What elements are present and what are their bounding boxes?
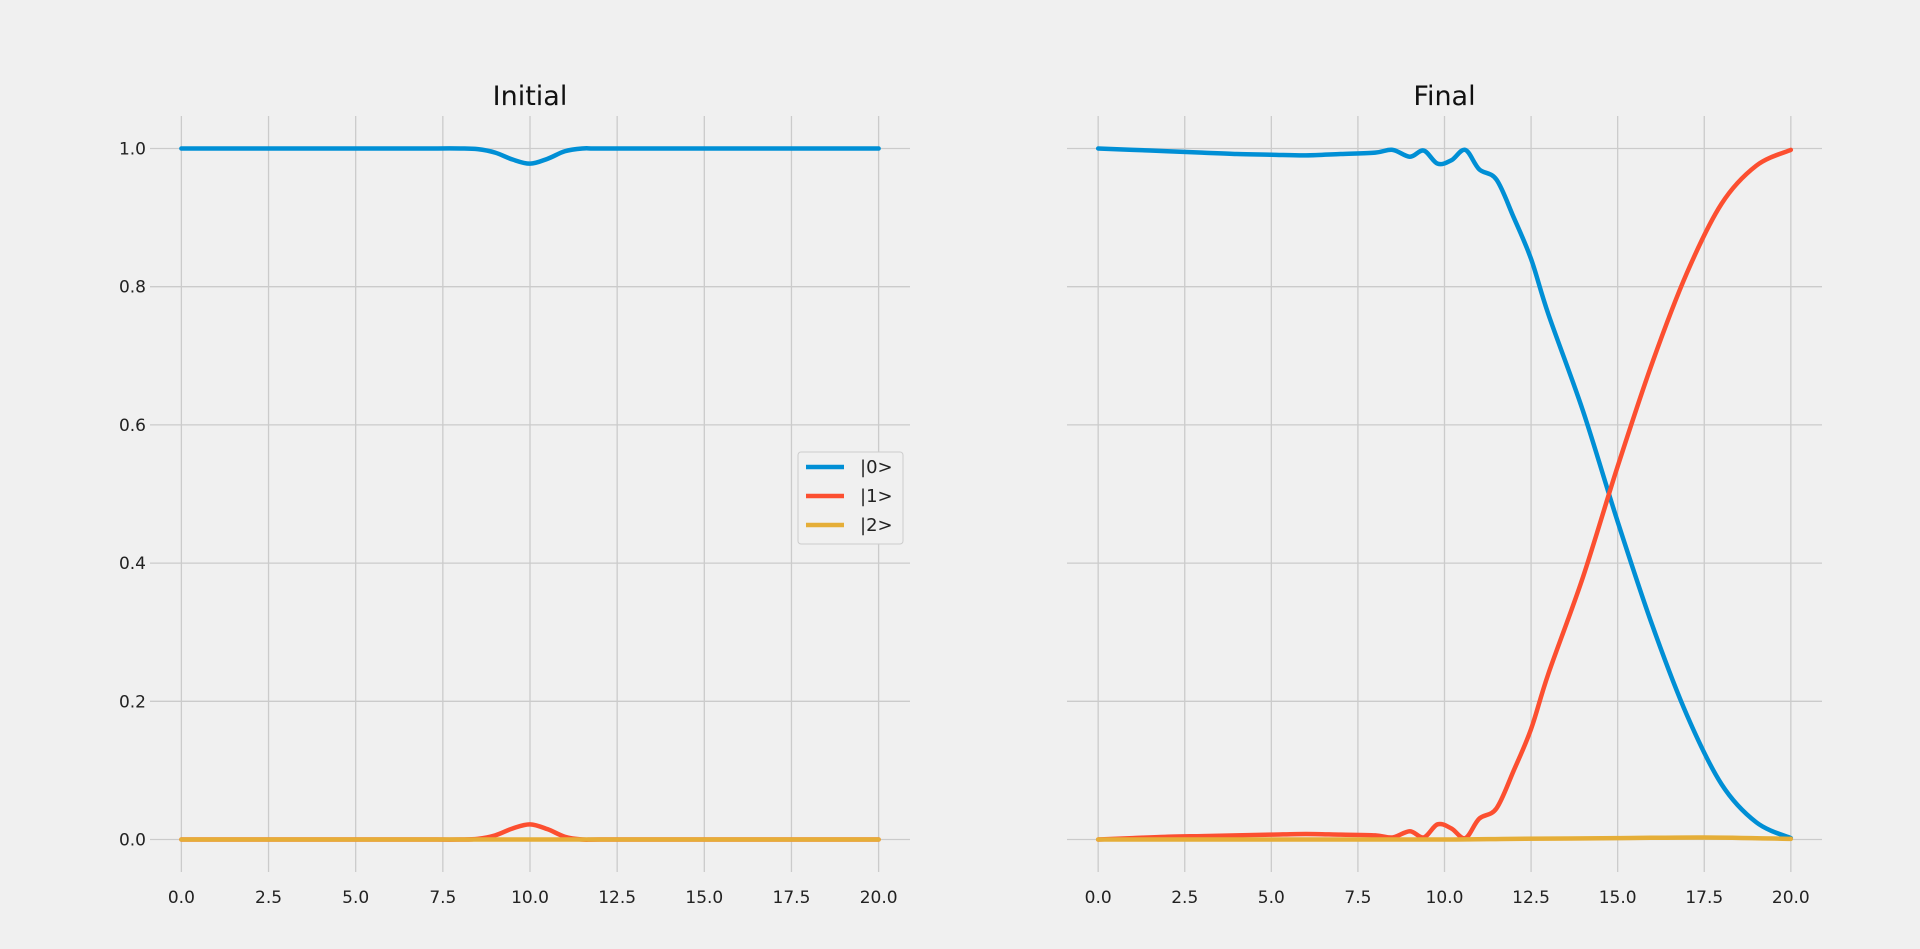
x-tick-label: 7.5 <box>429 888 456 908</box>
x-tick-label: 17.5 <box>773 888 811 908</box>
legend: |0> |1> |2> <box>797 451 904 545</box>
x-tick-label: 2.5 <box>255 888 282 908</box>
x-tick-label: 7.5 <box>1344 888 1371 908</box>
y-tick-label: 0.2 <box>119 692 146 712</box>
x-tick-label: 2.5 <box>1171 888 1198 908</box>
y-tick-label: 0.6 <box>119 416 146 436</box>
x-tick-label: 10.0 <box>511 888 549 908</box>
y-tick-label: 1.0 <box>119 139 146 159</box>
x-tick-label: 12.5 <box>598 888 636 908</box>
series-line-0 <box>1095 146 1794 841</box>
legend-label: |2> <box>860 515 893 536</box>
series-line-1 <box>1095 147 1794 842</box>
y-tick-label: 0.0 <box>119 831 146 851</box>
x-tick-label: 5.0 <box>342 888 369 908</box>
x-tick-label: 0.0 <box>168 888 195 908</box>
gridlines <box>150 116 910 872</box>
chart-title: Final <box>1413 81 1475 112</box>
series-line-0 <box>179 146 881 166</box>
series-line-2 <box>1095 835 1794 842</box>
x-tick-label: 5.0 <box>1258 888 1285 908</box>
x-tick-label: 0.0 <box>1085 888 1112 908</box>
y-tick-label: 0.4 <box>119 554 146 574</box>
x-tick-label: 17.5 <box>1685 888 1723 908</box>
y-tick-label: 0.8 <box>119 278 146 298</box>
legend-box <box>797 451 904 545</box>
x-tick-label: 15.0 <box>1599 888 1637 908</box>
x-tick-label: 20.0 <box>860 888 898 908</box>
x-tick-label: 12.5 <box>1512 888 1550 908</box>
legend-label: |1> <box>860 486 893 507</box>
legend-label: |0> <box>860 457 893 478</box>
chart-panel-initial: 0.0 2.5 5.0 7.5 10.0 12.5 15.0 17.5 20.0 0.0 0.2 0.… <box>119 81 910 908</box>
x-tick-label: 15.0 <box>685 888 723 908</box>
x-tick-label: 10.0 <box>1426 888 1464 908</box>
chart-title: Initial <box>493 81 568 112</box>
chart-panel-final: 0.0 2.5 5.0 7.5 10.0 12.5 15.0 17.5 20.0 Final <box>1067 81 1822 908</box>
x-tick-label: 20.0 <box>1772 888 1810 908</box>
